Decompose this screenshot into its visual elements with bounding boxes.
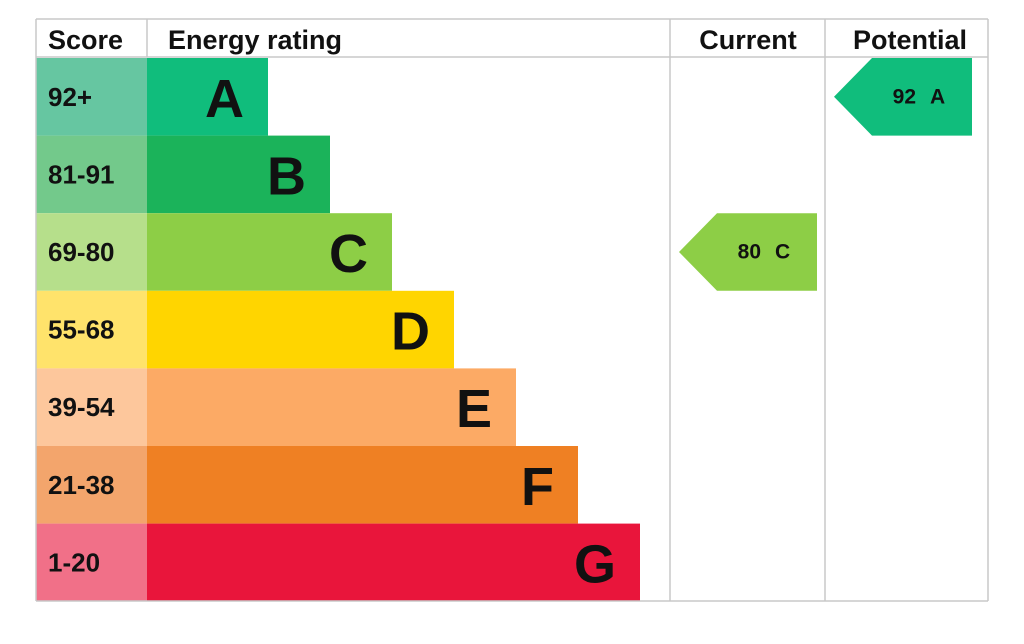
band-letter: A (205, 69, 244, 129)
band-letter: B (267, 146, 306, 206)
score-cell (36, 523, 147, 602)
table-lines (35, 18, 989, 602)
band-letter: F (521, 457, 554, 517)
band-letter: C (329, 224, 368, 284)
band-bar (147, 368, 516, 446)
score-cell (36, 290, 147, 369)
score-range: 81-91 (48, 159, 115, 189)
band-bar (147, 135, 330, 214)
band-bar (147, 58, 268, 136)
score-cell (36, 446, 147, 524)
header-potential: Potential (853, 25, 967, 55)
current-band: C (775, 241, 790, 264)
score-range: 69-80 (48, 237, 115, 267)
header-current: Current (699, 25, 797, 55)
header-rating: Energy rating (168, 25, 342, 55)
potential-arrow (834, 58, 972, 136)
header-score: Score (48, 25, 123, 55)
score-range: 21-38 (48, 470, 115, 500)
score-range: 92+ (48, 82, 92, 112)
potential-band: A (930, 85, 945, 108)
band-letter: E (456, 379, 492, 439)
score-cell (36, 135, 147, 214)
score-range: 1-20 (48, 547, 100, 577)
current-score: 80 (738, 241, 761, 264)
score-range: 39-54 (48, 392, 115, 422)
potential-score: 92 (893, 85, 916, 108)
band-letter: D (391, 302, 430, 362)
score-cell (36, 213, 147, 291)
score-cell (36, 58, 147, 136)
band-letter: G (574, 534, 616, 594)
band-bar (147, 446, 578, 524)
band-bar (147, 213, 392, 291)
current-arrow (679, 213, 817, 291)
score-cell (36, 368, 147, 446)
score-range: 55-68 (48, 315, 115, 345)
band-bar (147, 290, 454, 369)
band-bar (147, 523, 640, 602)
